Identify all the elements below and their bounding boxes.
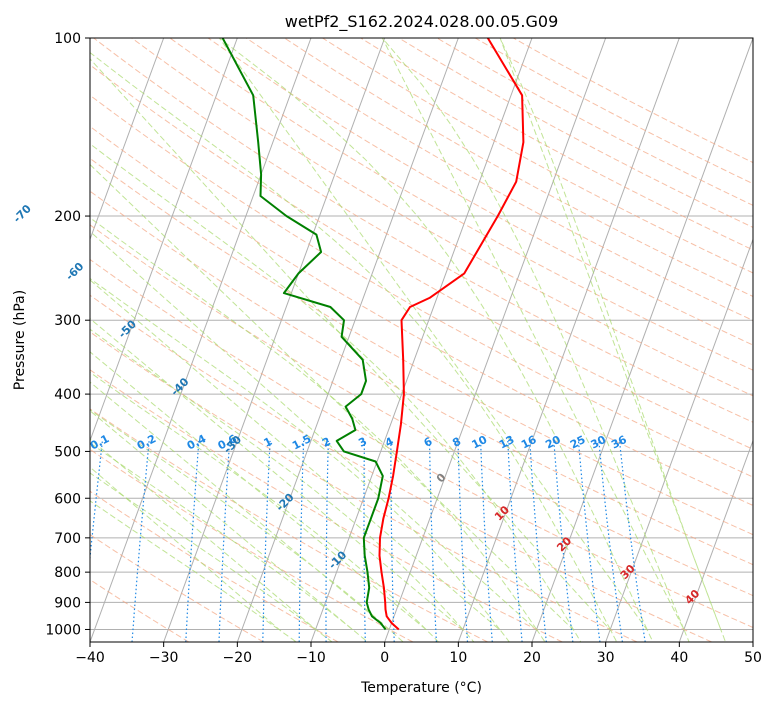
isotherm-line [531, 38, 753, 642]
mixing-ratio-label: 25 [568, 433, 588, 452]
isotherm-line [605, 237, 753, 642]
temperature-profile-line [378, 38, 525, 631]
dry-adiabat-line [207, 38, 753, 346]
dry-adiabat-line [474, 38, 753, 185]
dry-adiabat-line [398, 38, 753, 228]
isotherm-line [90, 38, 165, 241]
moist-adiabat-line [90, 381, 404, 642]
dry-adiabat-line [90, 94, 753, 478]
dry-adiabat-line [360, 38, 753, 251]
y-tick-label: 700 [54, 531, 81, 547]
chart-title: wetPf2_S162.2024.028.00.05.G09 [285, 12, 559, 32]
dry-adiabat-line [284, 38, 753, 298]
isotherm-line [163, 38, 386, 642]
y-tick-label: 300 [54, 313, 81, 329]
x-tick-label: 0 [380, 650, 389, 666]
moist-adiabat-line [499, 38, 727, 642]
moist-adiabat-line [90, 351, 439, 642]
isotherm-line [457, 38, 680, 642]
dry-adiabat-line [131, 38, 753, 397]
dry-adiabat-line [90, 490, 339, 642]
y-tick-label: 400 [54, 387, 81, 403]
moist-adiabat-line [90, 217, 546, 642]
plot-frame [89, 37, 754, 643]
axes-layer: −40 −30 −20 −10 0 10 20 30 40 50 100 200 300 400 500 60… [45, 31, 762, 666]
mixing-ratio-line [90, 440, 103, 564]
mixing-ratio-line [529, 440, 547, 642]
mixing-ratio-line [298, 440, 305, 642]
mixing-ratio-label: 16 [519, 433, 539, 452]
dry-adiabat-line [90, 190, 753, 566]
mixing-ratio-line [218, 440, 231, 642]
isotherm-line [90, 38, 312, 642]
dry-adiabat-line [90, 258, 753, 629]
y-tick-label: 800 [54, 565, 81, 581]
moist-adiabat-line [90, 277, 510, 642]
dry-adiabat-line [90, 294, 712, 642]
y-tick-label: 200 [54, 209, 81, 225]
mixing-ratio-label: 30 [589, 433, 609, 452]
moist-adiabat-line [218, 38, 654, 642]
mixing-ratio-line [598, 440, 623, 642]
mixing-ratio-line [480, 440, 493, 642]
dry-adiabat-line [90, 369, 563, 642]
moist-adiabat-line [381, 38, 690, 642]
x-tick-label: 30 [597, 650, 615, 666]
dry-adiabat-line [90, 64, 753, 450]
y-tick-label: 1000 [45, 622, 81, 638]
moist-adiabat-line [90, 466, 297, 642]
mixing-ratio-line [457, 440, 469, 642]
moist-adiabat-line [90, 51, 618, 642]
y-tick-label: 500 [54, 444, 81, 460]
dry-adiabat-line [90, 224, 753, 597]
x-tick-label: −10 [296, 650, 326, 666]
dry-adiabat-line [90, 331, 638, 642]
dry-adiabat-line [513, 38, 753, 164]
moist-adiabat-line [90, 410, 369, 642]
mixing-ratio-label: 10 [470, 433, 490, 452]
isotherm-line [236, 38, 459, 642]
x-tick-label: −30 [149, 650, 179, 666]
mixing-ratio-line [131, 440, 150, 642]
isotherm-line [90, 38, 238, 443]
y-tick-label: 900 [54, 595, 81, 611]
x-tick-label: 50 [744, 650, 762, 666]
mixing-ratio-label: 36 [609, 433, 629, 452]
mixing-ratio-line [262, 440, 271, 642]
dry-adiabat-line [90, 125, 753, 507]
dry-adiabat-line [93, 38, 753, 423]
dewpoint-profile-line [221, 38, 387, 631]
mixing-ratio-line [390, 440, 395, 642]
mixing-ratio-line [325, 440, 329, 642]
y-axis-label: Pressure (hPa) [12, 290, 28, 390]
y-tick-label: 100 [54, 31, 81, 47]
moist-adiabat-line [90, 438, 333, 642]
series-layer [221, 38, 525, 631]
mixing-ratio-label: 20 [543, 433, 563, 452]
x-tick-label: 20 [523, 650, 541, 666]
grid-layer [90, 38, 753, 642]
mixing-ratio-label: 13 [497, 433, 517, 452]
mixing-ratio-line [428, 440, 437, 642]
dry-adiabat-line [245, 38, 753, 322]
mixing-ratio-line [185, 440, 200, 642]
dry-adiabat-line [90, 534, 264, 642]
isotherm-line [384, 38, 607, 642]
mixing-ratio-line [577, 440, 601, 642]
mixing-ratio-line [553, 440, 574, 642]
x-tick-label: 10 [449, 650, 467, 666]
mixing-ratio-line [618, 440, 646, 642]
mixing-ratio-line [507, 440, 523, 642]
x-tick-label: −20 [223, 650, 253, 666]
moist-adiabat-line [90, 318, 475, 642]
x-tick-label: 40 [670, 650, 688, 666]
y-tick-label: 600 [54, 491, 81, 507]
x-axis-label: Temperature (°C) [360, 680, 482, 696]
x-tick-label: −40 [75, 650, 105, 666]
isotherm-line [678, 439, 753, 642]
